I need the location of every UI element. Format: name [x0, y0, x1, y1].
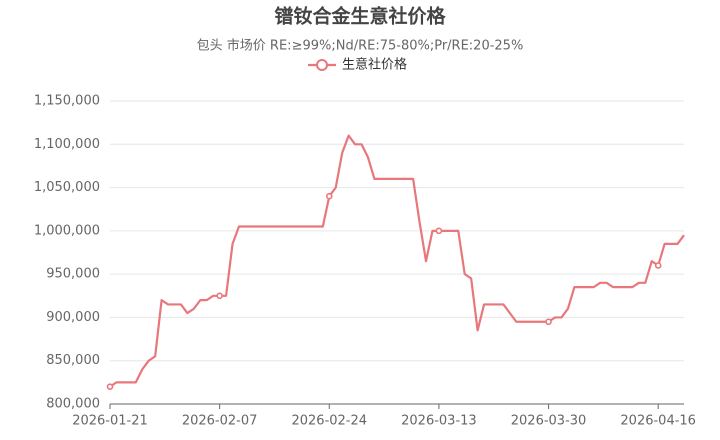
x-tick-label: 2026-02-07 — [182, 414, 258, 429]
point-marker — [545, 318, 552, 326]
x-tick-label: 2026-01-21 — [72, 414, 148, 429]
y-tick-label: 1,150,000 — [34, 94, 100, 109]
x-tick-label: 2026-02-24 — [291, 414, 367, 429]
y-tick-label: 950,000 — [46, 267, 100, 282]
legend-marker — [316, 59, 328, 71]
legend-label: 生意社价格 — [342, 57, 407, 73]
point-marker — [654, 262, 662, 269]
point-marker — [106, 383, 114, 390]
chart-subtitle: 包头 市场价 RE:≥99%;Nd/RE:75-80%;Pr/RE:20-25% — [197, 38, 524, 54]
y-tick-label: 850,000 — [46, 353, 100, 368]
x-tick-label: 2026-03-30 — [511, 414, 587, 429]
y-tick-label: 900,000 — [46, 310, 100, 325]
y-tick-label: 800,000 — [46, 397, 100, 412]
x-tick-label: 2026-04-16 — [620, 414, 696, 429]
chart-title: 镨钕合金生意社价格 — [274, 5, 446, 28]
y-tick-label: 1,050,000 — [34, 180, 100, 195]
point-marker — [216, 292, 223, 300]
point-marker — [435, 227, 443, 235]
x-tick-label: 2026-03-13 — [401, 414, 477, 429]
series-line — [109, 134, 685, 388]
y-tick-label: 1,100,000 — [34, 137, 100, 152]
point-marker — [325, 192, 333, 200]
y-tick-label: 1,000,000 — [34, 223, 100, 238]
